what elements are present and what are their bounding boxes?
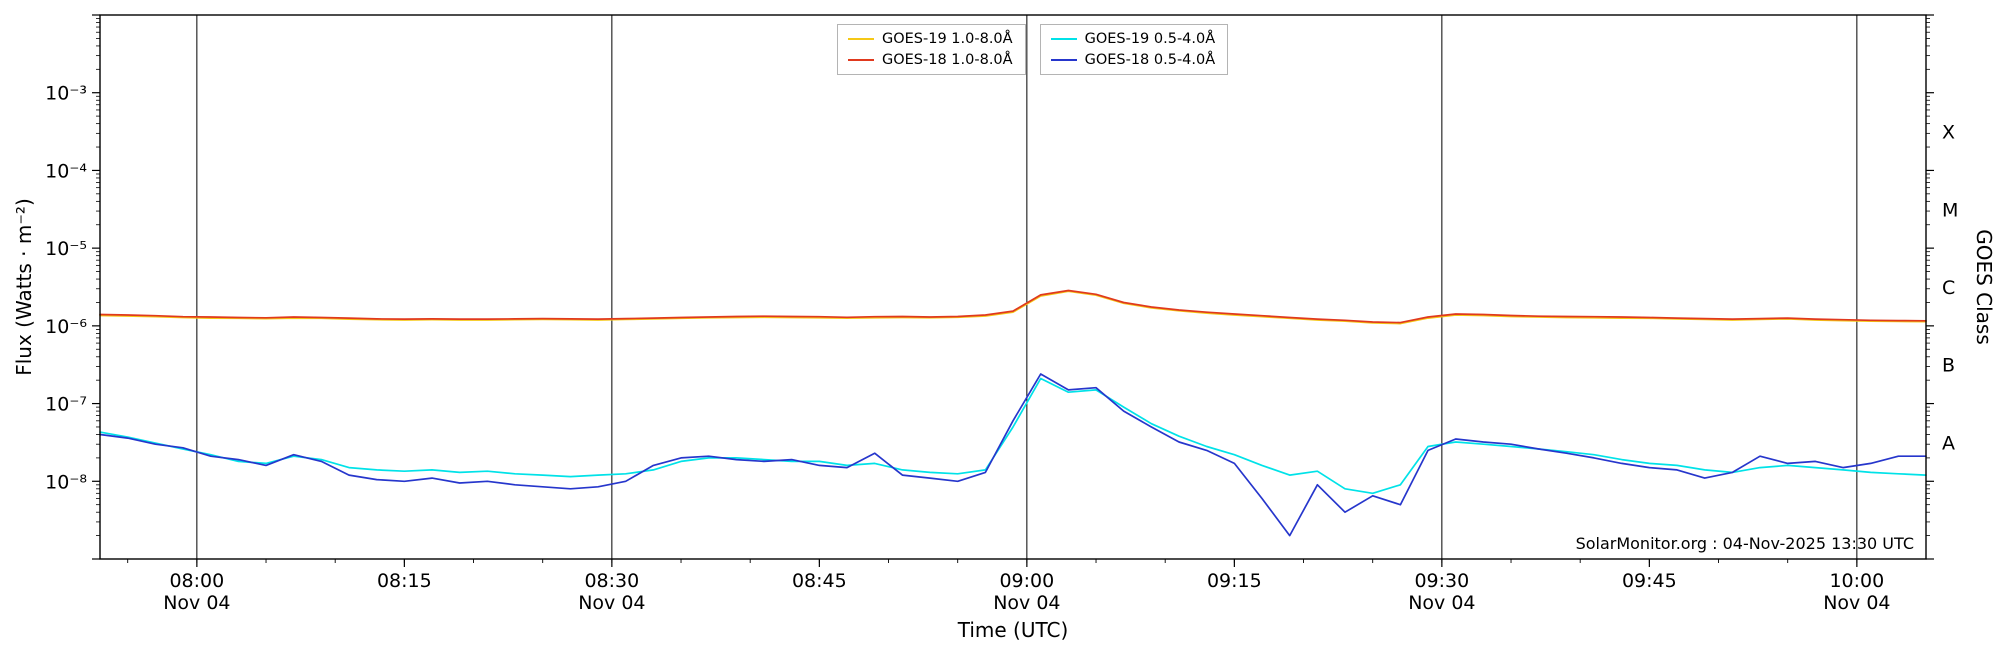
x-tick-label: 08:00 xyxy=(169,570,224,592)
legend-swatch-goes18-long xyxy=(848,58,874,62)
series-line-2 xyxy=(99,377,1927,495)
legend-box-long-channel: GOES-19 1.0-8.0Å GOES-18 1.0-8.0Å xyxy=(837,24,1026,75)
x-date-label: Nov 04 xyxy=(163,592,230,614)
x-tick-label: 08:30 xyxy=(584,570,639,592)
x-tick-label: 09:30 xyxy=(1414,570,1469,592)
y-axis-label: Flux (Watts · m⁻²) xyxy=(12,198,36,376)
x-tick-label: 09:45 xyxy=(1622,570,1677,592)
legend-box-short-channel: GOES-19 0.5-4.0Å GOES-18 0.5-4.0Å xyxy=(1039,24,1229,75)
goes-class-letter: B xyxy=(1942,355,1955,377)
y-tick-label: 10⁻⁶ xyxy=(45,316,87,338)
goes-class-letter: C xyxy=(1942,277,1955,299)
y-tick-label: 10⁻⁸ xyxy=(45,471,87,493)
y-tick-label: 10⁻³ xyxy=(45,83,87,105)
legend-label-goes18-short: GOES-18 0.5-4.0Å xyxy=(1084,52,1216,68)
x-date-label: Nov 04 xyxy=(993,592,1060,614)
legend: GOES-19 1.0-8.0Å GOES-18 1.0-8.0Å GOES-1… xyxy=(837,24,1229,75)
legend-label-goes19-short: GOES-19 0.5-4.0Å xyxy=(1084,31,1216,47)
y-tick-label: 10⁻⁵ xyxy=(45,238,87,260)
x-axis-label: Time (UTC) xyxy=(957,618,1069,642)
x-tick-label: 09:00 xyxy=(999,570,1054,592)
x-date-label: Nov 04 xyxy=(1408,592,1475,614)
series-line-1 xyxy=(99,289,1927,324)
series-line-3 xyxy=(99,373,1927,537)
goes-class-letter: M xyxy=(1942,199,1958,221)
legend-item-goes19-long: GOES-19 1.0-8.0Å xyxy=(848,31,1013,47)
legend-label-goes18-long: GOES-18 1.0-8.0Å xyxy=(882,52,1013,68)
legend-swatch-goes19-short xyxy=(1050,37,1077,41)
goes-class-letter: A xyxy=(1942,432,1955,454)
legend-item-goes18-short: GOES-18 0.5-4.0Å xyxy=(1050,52,1216,68)
y-axis-right-label: GOES Class xyxy=(1972,229,1996,345)
x-date-label: Nov 04 xyxy=(1823,592,1890,614)
legend-item-goes19-short: GOES-19 0.5-4.0Å xyxy=(1050,31,1216,47)
x-tick-label: 08:15 xyxy=(377,570,432,592)
plot-frame xyxy=(99,14,1927,560)
solarmonitor-watermark: SolarMonitor.org : 04-Nov-2025 13:30 UTC xyxy=(1575,534,1914,553)
x-tick-label: 09:15 xyxy=(1207,570,1262,592)
x-date-label: Nov 04 xyxy=(578,592,645,614)
goes-class-letter: X xyxy=(1942,122,1955,144)
legend-label-goes19-long: GOES-19 1.0-8.0Å xyxy=(882,31,1013,47)
legend-item-goes18-long: GOES-18 1.0-8.0Å xyxy=(848,52,1013,68)
x-tick-label: 08:45 xyxy=(792,570,847,592)
legend-swatch-goes19-long xyxy=(848,37,874,41)
x-tick-label: 10:00 xyxy=(1829,570,1884,592)
y-tick-label: 10⁻⁷ xyxy=(45,394,87,416)
series-line-0 xyxy=(99,290,1927,325)
legend-swatch-goes18-short xyxy=(1050,58,1077,62)
y-tick-label: 10⁻⁴ xyxy=(45,160,87,182)
